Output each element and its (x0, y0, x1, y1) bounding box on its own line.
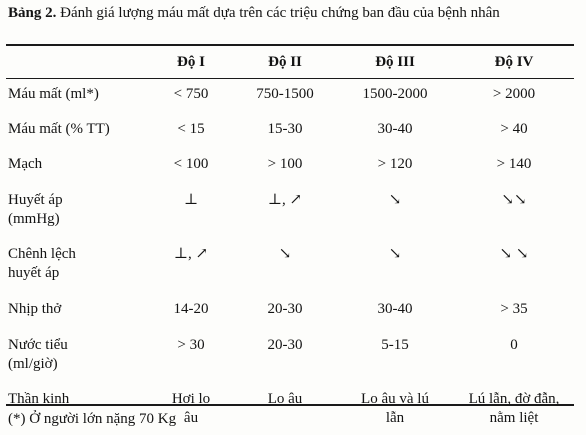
row-label: Nhịp thở (8, 301, 62, 317)
table-cell: 5-15 (381, 337, 409, 353)
table-cell: < 100 (173, 156, 209, 172)
header-cell-grade-1: Độ I (177, 54, 205, 70)
table-cell: Lo âu và lú lẫn (361, 391, 429, 426)
table-cell: < 15 (177, 121, 205, 137)
row-label: Mạch (8, 156, 43, 172)
table-cell: 20-30 (267, 301, 303, 317)
table-cell: > 30 (177, 337, 205, 353)
row-label: Thần kinh (8, 391, 70, 407)
table-cell: ↘ (278, 246, 292, 262)
table-row: Nhịp thở 14-20 20-30 30-40 > 35 (6, 291, 574, 328)
header-cell-grade-4: Độ IV (494, 54, 534, 70)
header-rule (6, 78, 574, 79)
table-cell: Lo âu (267, 391, 303, 407)
table-cell: 14-20 (173, 301, 209, 317)
table-cell: > 2000 (492, 86, 536, 102)
blood-loss-table: Độ I Độ II Độ III Độ IV Máu mất (ml*) < 7… (6, 46, 574, 434)
caption-text: Đánh giá lượng máu mất dựa trên các triệ… (56, 5, 500, 21)
caption-label: Bảng 2. (8, 5, 57, 21)
table-row: Nước tiểu (ml/giờ) > 30 20-30 5-15 0 (6, 328, 574, 382)
table-row: Huyết áp (mmHg) ⊥ ⊥, ↗ ↘ ↘↘ (6, 183, 574, 237)
table-cell: 20-30 (267, 337, 303, 353)
table-cell: > 35 (500, 301, 528, 317)
top-rule (6, 44, 574, 46)
table-cell: ↘ (388, 246, 402, 262)
table-cell: > 40 (500, 121, 528, 137)
table-cell: 30-40 (377, 301, 413, 317)
bottom-rule (6, 404, 574, 406)
table-cell: ⊥, ↗ (173, 246, 209, 262)
table-cell: 15-30 (267, 121, 303, 137)
table-cell: > 100 (267, 156, 303, 172)
table-cell: ↘ ↘ (499, 246, 529, 262)
table-cell: 30-40 (377, 121, 413, 137)
table-cell: 0 (510, 337, 518, 353)
table-cell: < 750 (173, 86, 209, 102)
table-row: Chênh lệch huyết áp ⊥, ↗ ↘ ↘ ↘ ↘ (6, 237, 574, 291)
header-cell-blank (6, 46, 148, 78)
header-cell-grade-3: Độ III (375, 54, 415, 70)
table-row: Máu mất (ml*) < 750 750-1500 1500-2000 > 200… (6, 78, 574, 113)
row-label: Máu mất (ml*) (8, 86, 99, 102)
header-row: Độ I Độ II Độ III Độ IV (6, 46, 574, 78)
table-cell: 1500-2000 (362, 86, 428, 102)
table-cell: Hơi lo âu (171, 391, 211, 426)
header-cell-grade-2: Độ II (268, 54, 302, 70)
row-label: Nước tiểu (ml/giờ) (8, 337, 68, 372)
table-cell: ↘↘ (501, 192, 527, 208)
table-caption: Bảng 2. Đánh giá lượng máu mất dựa trên … (8, 4, 578, 22)
table-cell: 750-1500 (256, 86, 314, 102)
table-cell: Lú lẫn, đờ đẫn, nằm liệt (468, 391, 560, 426)
table-row: Mạch < 100 > 100 > 120 > 140 (6, 148, 574, 183)
table-cell: > 120 (377, 156, 413, 172)
footnote: (*) Ở người lớn nặng 70 Kg (8, 411, 177, 427)
row-label: Chênh lệch huyết áp (8, 246, 76, 281)
row-label: Máu mất (% TT) (8, 121, 110, 137)
table-cell: ↘ (388, 192, 402, 208)
table-row: Máu mất (% TT) < 15 15-30 30-40 > 40 (6, 113, 574, 148)
table-cell: > 140 (496, 156, 532, 172)
table-cell: ⊥ (183, 192, 199, 208)
row-label: Huyết áp (mmHg) (8, 192, 63, 227)
table-row: Thần kinh Hơi lo âu Lo âu Lo âu và lú lẫn Lú l… (6, 382, 574, 434)
table-cell: ⊥, ↗ (267, 192, 303, 208)
